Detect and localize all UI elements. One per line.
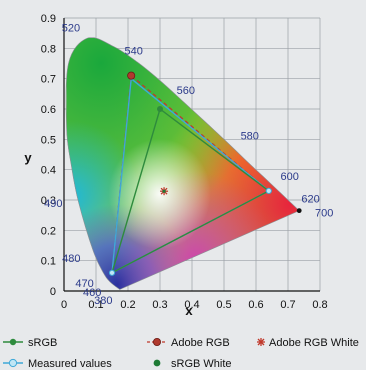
legend-adobe-rgb-marker xyxy=(152,337,161,346)
x-tick-label: 0.1 xyxy=(88,299,103,311)
y-tick-label: 0.1 xyxy=(41,256,56,268)
x-tick-label: 0.6 xyxy=(248,299,263,311)
axes xyxy=(63,18,320,292)
y-tick-label: 0.8 xyxy=(41,43,56,55)
x-tick-label: 0.2 xyxy=(120,299,135,311)
adobe-rgb-green-vertex xyxy=(127,71,136,80)
wavelength-label: 580 xyxy=(241,131,259,143)
x-tick-label: 0.4 xyxy=(184,299,199,311)
spectral-locus-fill xyxy=(66,38,300,290)
wavelength-label: 380 xyxy=(94,295,112,307)
measured-red-vertex xyxy=(265,187,272,194)
wavelength-label: 520 xyxy=(62,22,80,34)
y-tick-label: 0.4 xyxy=(41,165,56,177)
y-tick-label: 0.7 xyxy=(41,74,56,86)
legend-measured-marker xyxy=(8,358,18,368)
wavelength-label: 700 xyxy=(315,207,333,219)
white-points xyxy=(160,187,169,196)
y-tick-label: 0.3 xyxy=(41,195,56,207)
wavelength-label: 470 xyxy=(75,278,93,290)
legend-item-measured: Measured values xyxy=(3,358,112,370)
gamut-triangle-srgb xyxy=(110,107,271,275)
spectral-locus-outline xyxy=(65,37,300,290)
legend-item-adobe-rgb: Adobe RGB xyxy=(147,337,230,349)
x-tick-label: 0.5 xyxy=(216,299,231,311)
y-tick-label: 0 xyxy=(50,286,56,298)
y-axis-label: y xyxy=(24,150,32,165)
y-tick-label: 0.2 xyxy=(41,225,56,237)
wavelength-label: 600 xyxy=(280,171,298,183)
tick-labels: 0 0.1 0.2 0.3 0.4 0.5 0.6 0.7 0.8 0 0.1 0.2 0.3 0.4 0.… xyxy=(41,13,328,311)
y-tick-label: 0.6 xyxy=(41,104,56,116)
legend-srgb-white-marker xyxy=(153,359,161,367)
measured-blue-vertex xyxy=(108,269,116,276)
gamut-triangles xyxy=(108,71,302,276)
x-tick-label: 0.8 xyxy=(312,299,327,311)
locus-tint-g-white xyxy=(66,38,300,290)
x-tick-label: 0.3 xyxy=(152,299,167,311)
legend-adobe-rgb-white-label: Adobe RGB White xyxy=(269,337,359,349)
legend-item-srgb-white: sRGB White xyxy=(153,358,232,370)
wavelength-label: 480 xyxy=(62,253,80,265)
legend-adobe-rgb-label: Adobe RGB xyxy=(171,337,230,349)
legend-asterisk-icon xyxy=(257,338,265,346)
x-axis-label: x xyxy=(185,303,193,318)
wavelength-label: 490 xyxy=(44,198,62,210)
x-tick-label: 0 xyxy=(61,299,67,311)
legend-srgb-marker xyxy=(9,338,17,346)
x-tick-label: 0.7 xyxy=(280,299,295,311)
wavelength-label: 620 xyxy=(301,193,319,205)
y-tick-label: 0.5 xyxy=(41,134,56,146)
legend-srgb-white-label: sRGB White xyxy=(171,358,232,370)
y-tick-label: 0.9 xyxy=(41,13,56,25)
wavelength-label: 460 xyxy=(83,287,101,299)
legend-srgb-label: sRGB xyxy=(28,337,57,349)
legend-measured-label: Measured values xyxy=(28,358,112,370)
legend-item-srgb: sRGB xyxy=(3,337,57,349)
wavelength-label: 540 xyxy=(125,46,143,58)
srgb-white-point xyxy=(162,189,166,193)
legend: sRGB Adobe RGB Adobe RGB White Measured … xyxy=(3,337,359,370)
wavelength-label: 560 xyxy=(177,85,195,97)
locus-end-marker xyxy=(296,208,302,214)
srgb-green-vertex xyxy=(157,106,163,112)
legend-item-adobe-rgb-white: Adobe RGB White xyxy=(257,337,359,349)
